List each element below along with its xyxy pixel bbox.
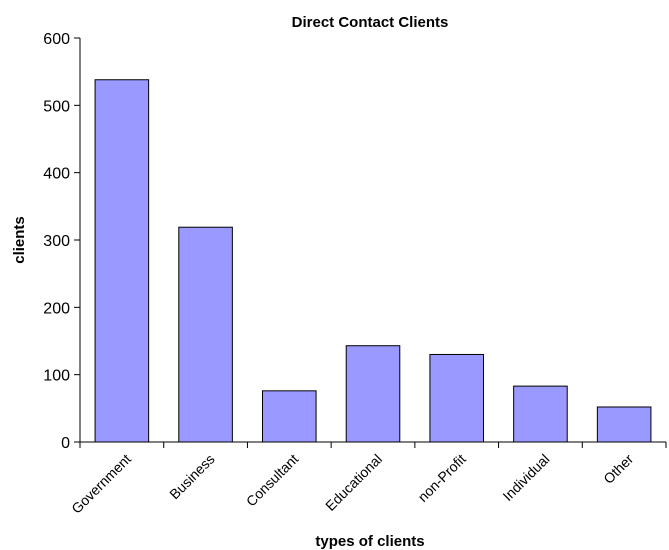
y-tick-label: 100 xyxy=(43,368,70,385)
y-tick-label: 500 xyxy=(43,98,70,115)
bar-other xyxy=(596,406,652,443)
bar-consultant xyxy=(261,390,317,443)
bar-individual xyxy=(513,385,568,443)
x-category-label: non-Profit xyxy=(415,451,469,505)
plot-area: 0 100 200 300 400 500 600 Government Business Con… xyxy=(43,31,667,517)
y-tick-label: 400 xyxy=(43,166,70,183)
bar-non-profit xyxy=(429,353,485,443)
x-category-label: Consultant xyxy=(243,451,302,510)
y-tick-label: 200 xyxy=(43,300,70,317)
x-axis-title: types of clients xyxy=(315,533,424,550)
x-category-label: Individual xyxy=(499,451,552,504)
x-category-label: Other xyxy=(600,451,636,487)
y-tick-label: 600 xyxy=(43,31,70,48)
y-tick-label: 0 xyxy=(61,435,70,452)
y-tick-label: 300 xyxy=(43,233,70,250)
bar-business xyxy=(178,226,233,443)
chart-title: Direct Contact Clients xyxy=(292,14,449,31)
bar-government xyxy=(94,79,150,443)
bar-educational xyxy=(345,345,401,443)
x-category-label: Educational xyxy=(322,451,385,514)
x-category-label: Business xyxy=(166,451,217,502)
x-category-label: Government xyxy=(68,451,134,517)
y-axis-title: clients xyxy=(11,216,28,264)
